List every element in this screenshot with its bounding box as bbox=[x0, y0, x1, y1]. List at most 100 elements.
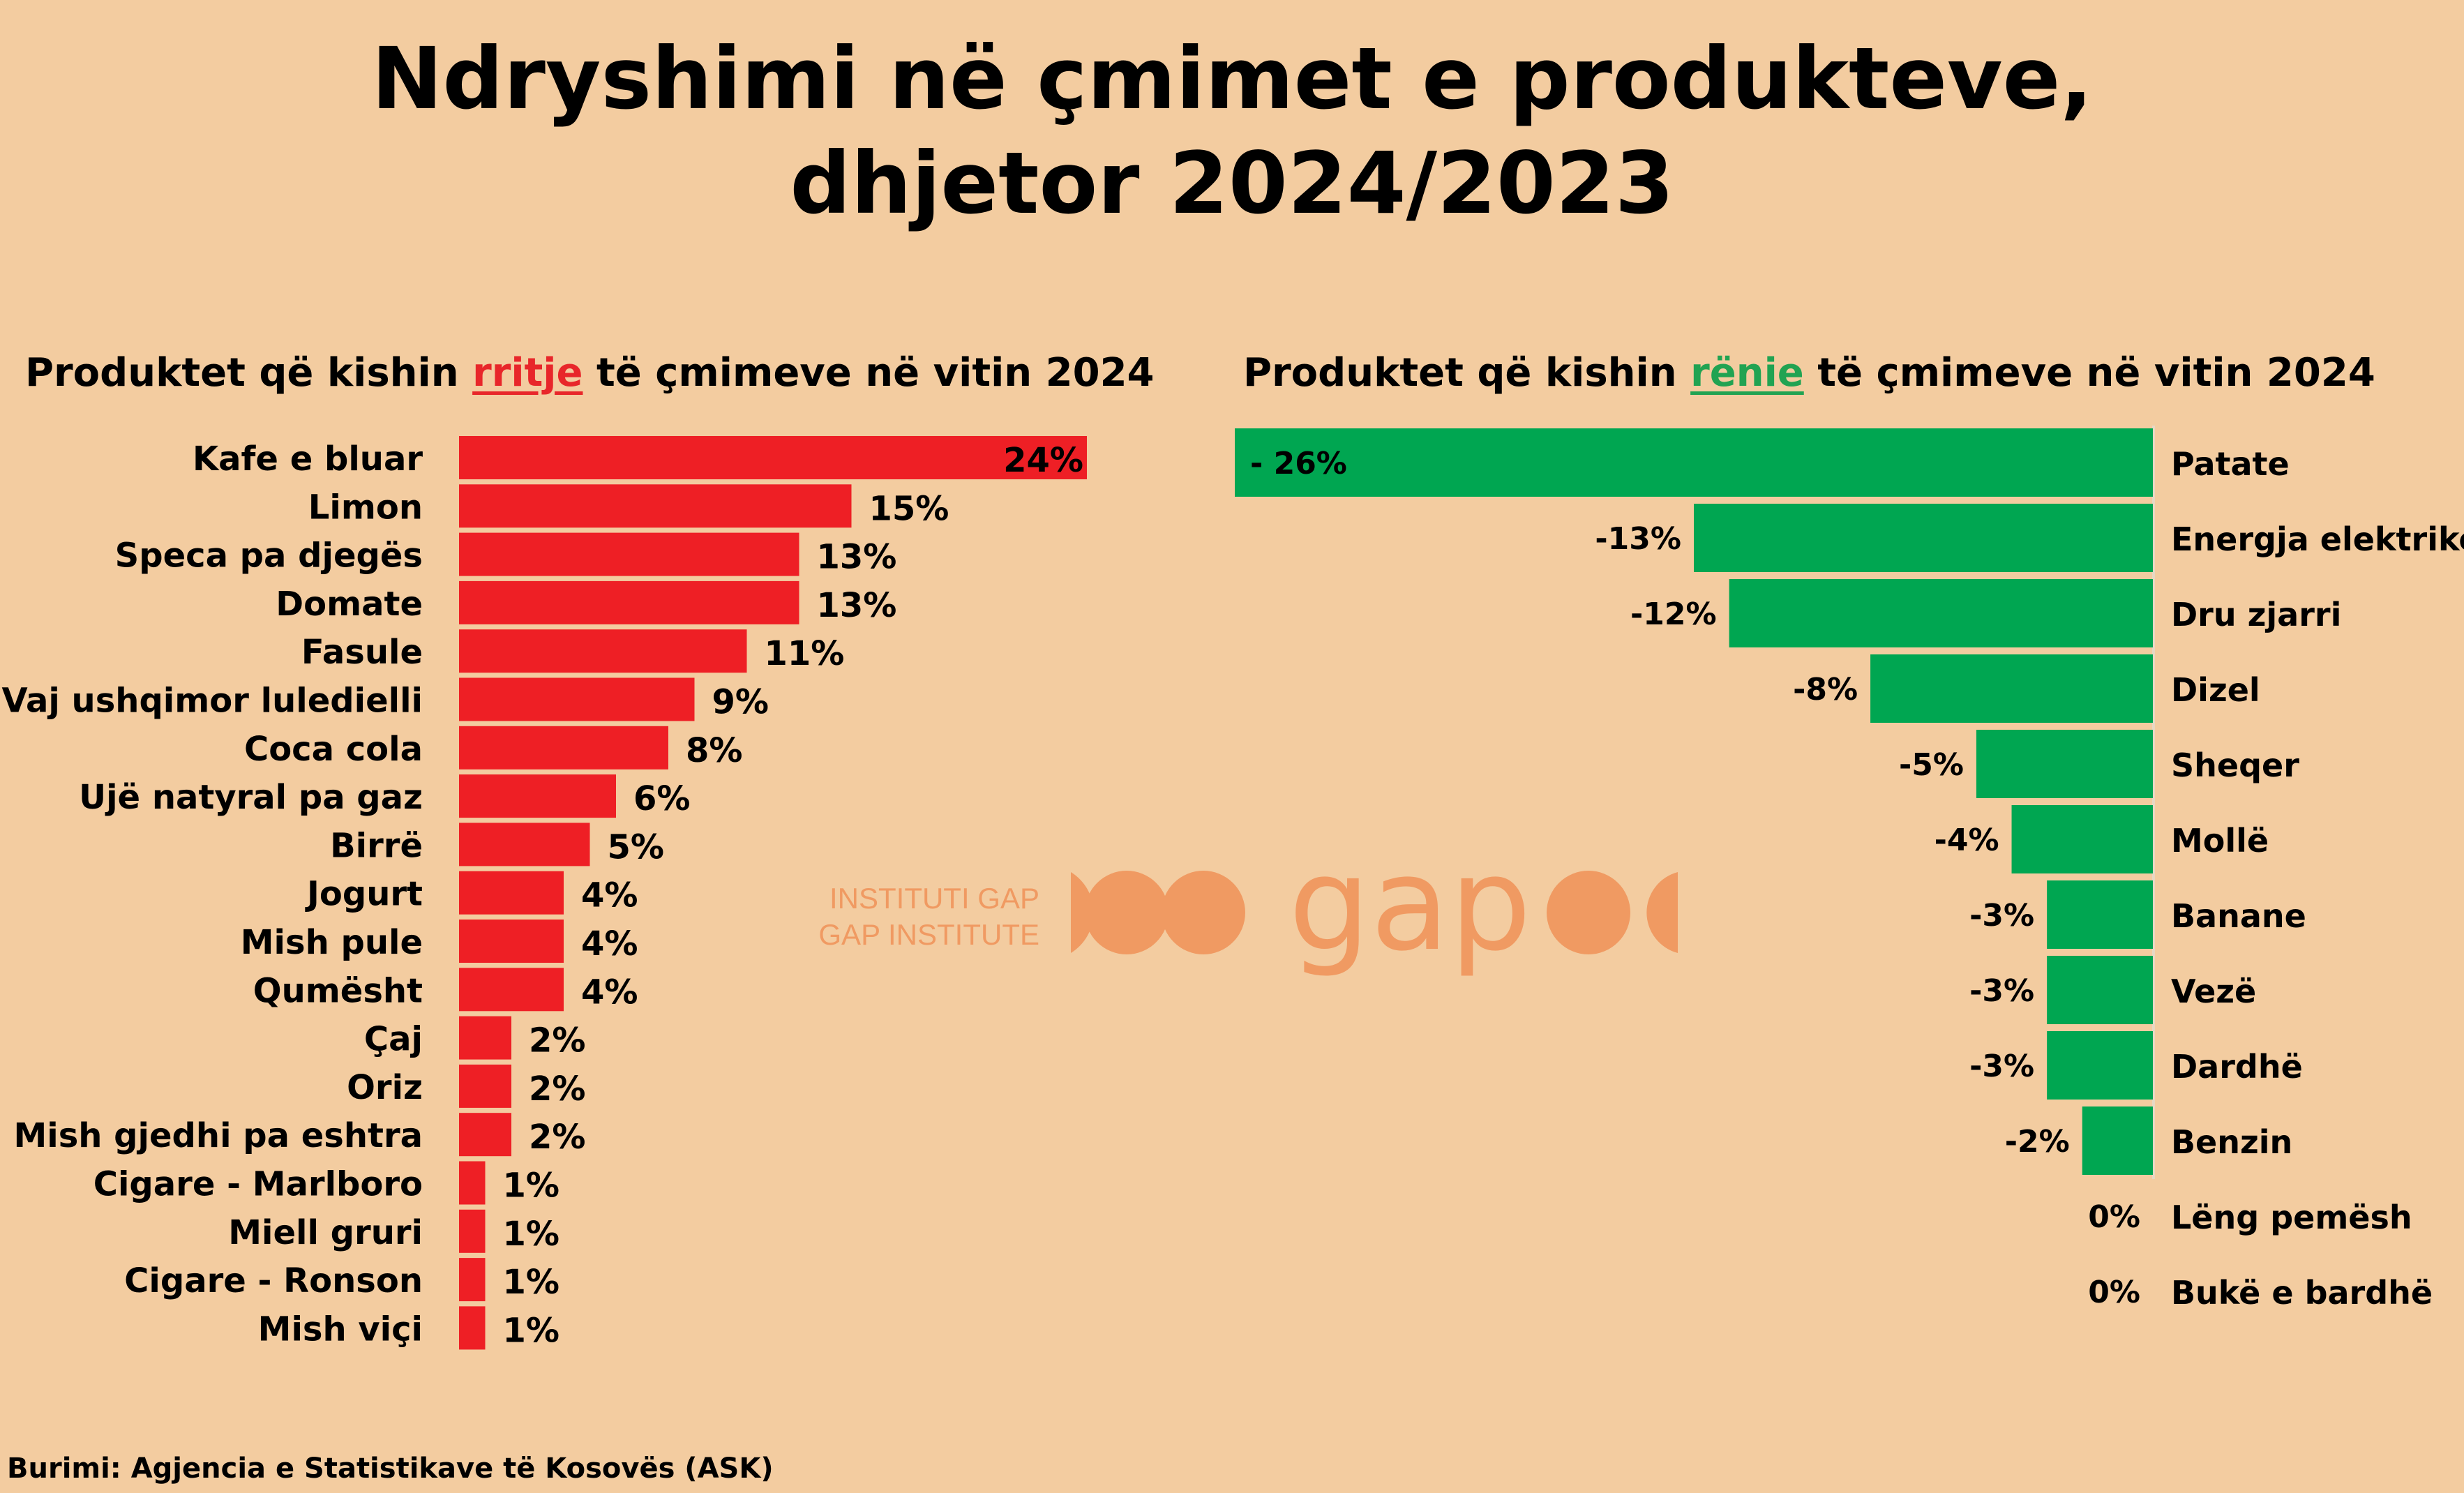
value-label: -3% bbox=[1969, 898, 2034, 933]
category-label: Coca cola bbox=[244, 730, 423, 769]
bar bbox=[459, 871, 564, 915]
bar bbox=[459, 968, 564, 1012]
bar bbox=[1870, 654, 2153, 723]
left-subtitle-pre: Produktet që kishin bbox=[25, 350, 473, 396]
category-label: Vaj ushqimor luledielli bbox=[1, 682, 423, 721]
value-label: 2% bbox=[529, 1021, 586, 1060]
bar bbox=[459, 484, 852, 528]
category-label: Oriz bbox=[347, 1068, 423, 1107]
value-label: 15% bbox=[869, 489, 949, 528]
category-label: Cigare - Marlboro bbox=[93, 1165, 423, 1204]
value-label: 24% bbox=[1003, 441, 1083, 480]
bar bbox=[1976, 730, 2153, 798]
category-label: Jogurt bbox=[305, 875, 423, 914]
category-label: Ujë natyral pa gaz bbox=[79, 778, 423, 817]
value-label: 2% bbox=[529, 1118, 586, 1157]
category-label: Dru zjarri bbox=[2171, 596, 2341, 633]
value-label: 1% bbox=[503, 1215, 560, 1254]
bar bbox=[459, 726, 668, 770]
value-label: -2% bbox=[2005, 1124, 2070, 1160]
bar bbox=[459, 920, 564, 963]
gap-logo-icon: gap bbox=[1071, 865, 1678, 977]
bar bbox=[459, 436, 1087, 479]
category-label: Çaj bbox=[364, 1020, 423, 1059]
bar bbox=[459, 1113, 511, 1157]
value-label: 9% bbox=[712, 683, 769, 722]
category-label: Birrë bbox=[330, 826, 423, 865]
category-label: Dardhë bbox=[2171, 1048, 2303, 1086]
left-subtitle-post: të çmimeve në vitin 2024 bbox=[583, 350, 1155, 396]
right-subtitle-pre: Produktet që kishin bbox=[1243, 350, 1691, 396]
bar bbox=[2047, 956, 2153, 1024]
value-label: 4% bbox=[581, 924, 638, 963]
value-label: 13% bbox=[817, 586, 897, 625]
right-chart-subtitle: Produktet që kishin rënie të çmimeve në … bbox=[1243, 345, 2375, 401]
category-label: Banane bbox=[2171, 897, 2306, 935]
value-label: - 26% bbox=[1250, 446, 1347, 481]
category-label: Bukë e bardhë bbox=[2171, 1274, 2433, 1312]
bar bbox=[459, 1161, 486, 1205]
bar bbox=[459, 1209, 486, 1253]
bar bbox=[1235, 428, 2153, 497]
value-label: 2% bbox=[529, 1070, 586, 1109]
title-line-1: Ndryshimi në çmimet e produkteve, bbox=[371, 29, 2093, 128]
right-subtitle-highlight: rënie bbox=[1690, 350, 1804, 396]
bar bbox=[459, 774, 616, 818]
watermark-line-2: GAP INSTITUTE bbox=[818, 918, 1039, 951]
category-label: Mish gjedhi pa eshtra bbox=[14, 1116, 423, 1155]
bar bbox=[2011, 805, 2153, 873]
watermark-line-1: INSTITUTI GAP bbox=[829, 882, 1039, 915]
bar bbox=[459, 1306, 486, 1350]
value-label: 8% bbox=[686, 731, 743, 770]
bar bbox=[459, 1064, 511, 1108]
value-label: -3% bbox=[1969, 973, 2034, 1009]
value-label: 0% bbox=[2088, 1199, 2140, 1235]
value-label: 4% bbox=[581, 876, 638, 915]
category-label: Mollë bbox=[2171, 822, 2269, 860]
value-label: 11% bbox=[765, 634, 845, 673]
value-label: 4% bbox=[581, 973, 638, 1012]
source-note: Burimi: Agjencia e Statistikave të Kosov… bbox=[7, 1453, 774, 1485]
watermark-text: INSTITUTI GAP GAP INSTITUTE bbox=[816, 880, 1039, 953]
value-label: 6% bbox=[633, 779, 691, 818]
left-subtitle-highlight: rritje bbox=[472, 350, 583, 396]
value-label: 1% bbox=[503, 1263, 560, 1302]
bar bbox=[459, 580, 799, 624]
category-label: Energja elektrike bbox=[2171, 520, 2464, 558]
watermark-logo-text: gap bbox=[1289, 865, 1531, 977]
category-label: Mish viçi bbox=[258, 1310, 423, 1349]
value-label: -12% bbox=[1630, 597, 1717, 632]
value-label: 1% bbox=[503, 1166, 560, 1206]
right-subtitle-post: të çmimeve në vitin 2024 bbox=[1803, 350, 2375, 396]
category-label: Kafe e bluar bbox=[193, 440, 423, 479]
category-label: Fasule bbox=[301, 633, 423, 672]
category-label: Dizel bbox=[2171, 671, 2260, 709]
category-label: Miell gruri bbox=[228, 1213, 423, 1252]
bar bbox=[459, 532, 799, 576]
value-label: 5% bbox=[608, 827, 665, 866]
category-label: Vezë bbox=[2171, 973, 2256, 1010]
category-label: Domate bbox=[276, 585, 423, 624]
title-line-2: dhjetor 2024/2023 bbox=[790, 134, 1674, 233]
category-label: Cigare - Ronson bbox=[124, 1261, 423, 1300]
bar bbox=[459, 1016, 511, 1060]
category-label: Lëng pemësh bbox=[2171, 1199, 2412, 1236]
category-label: Speca pa djegës bbox=[115, 537, 423, 576]
bar bbox=[459, 677, 695, 721]
page-title: Ndryshimi në çmimet e produkteve, dhjeto… bbox=[0, 27, 2464, 236]
value-label: -3% bbox=[1969, 1049, 2034, 1084]
bar bbox=[2047, 1031, 2153, 1100]
value-label: -13% bbox=[1595, 521, 1681, 557]
bar bbox=[459, 1258, 486, 1302]
value-label: -5% bbox=[1899, 747, 1964, 783]
value-label: 13% bbox=[817, 538, 897, 577]
bar bbox=[1729, 579, 2153, 647]
category-label: Mish pule bbox=[241, 923, 423, 962]
value-label: 0% bbox=[2088, 1275, 2140, 1310]
bar bbox=[459, 629, 747, 673]
category-label: Patate bbox=[2171, 445, 2290, 483]
category-label: Limon bbox=[308, 488, 423, 527]
